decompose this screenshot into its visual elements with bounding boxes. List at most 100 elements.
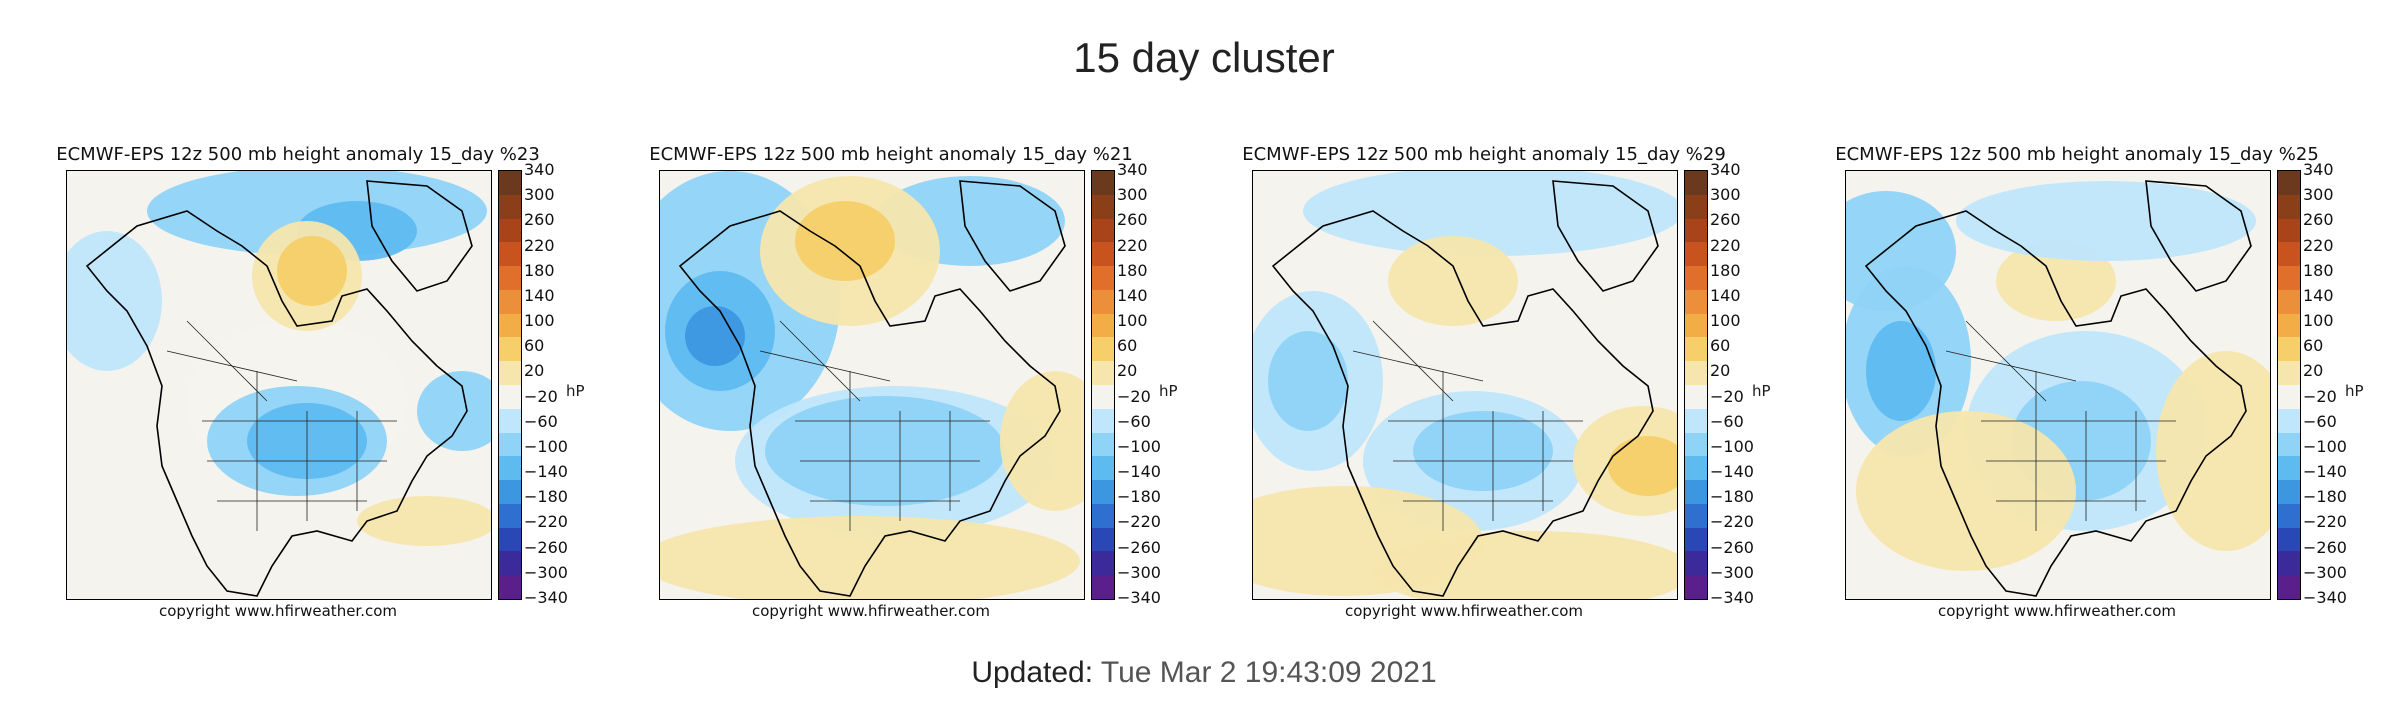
colorbar-tick-label: 100 bbox=[524, 311, 555, 331]
colorbar-segment bbox=[499, 194, 521, 220]
colorbar-segment bbox=[499, 480, 521, 505]
colorbar-tick-label: −20 bbox=[2303, 386, 2337, 406]
copyright-text: copyright www.hfirweather.com bbox=[1937, 602, 2177, 620]
colorbar bbox=[2277, 170, 2301, 600]
colorbar-segment bbox=[1685, 266, 1707, 291]
colorbar-segment bbox=[1685, 337, 1707, 362]
colorbar-tick-label: −100 bbox=[2303, 436, 2347, 456]
colorbar-tick-label: −100 bbox=[1710, 436, 1754, 456]
colorbar-tick-label: −60 bbox=[524, 411, 558, 431]
updated-line: Updated: Tue Mar 2 19:43:09 2021 bbox=[0, 656, 2408, 690]
map-panel: ECMWF-EPS 12z 500 mb height anomaly 15_d… bbox=[38, 140, 598, 630]
colorbar-tick-label: −100 bbox=[524, 436, 568, 456]
colorbar-tick-label: −340 bbox=[524, 588, 568, 607]
colorbar-segment bbox=[499, 313, 521, 338]
colorbar-segment bbox=[1092, 242, 1114, 267]
colorbar-tick-label: 300 bbox=[1710, 185, 1741, 205]
colorbar-segment bbox=[499, 361, 521, 386]
colorbar-tick-label: 100 bbox=[1710, 311, 1741, 331]
colorbar-tick-label: 340 bbox=[1117, 160, 1148, 179]
colorbar-tick-label: 260 bbox=[1117, 210, 1148, 230]
panel-title: ECMWF-EPS 12z 500 mb height anomaly 15_d… bbox=[1835, 144, 2319, 165]
colorbar-segment bbox=[499, 432, 521, 457]
colorbar-tick-label: 220 bbox=[1117, 235, 1148, 255]
colorbar-tick-label: −180 bbox=[2303, 487, 2347, 507]
colorbar-segment bbox=[2278, 218, 2300, 243]
colorbar-segment bbox=[499, 337, 521, 362]
colorbar-segment bbox=[2278, 361, 2300, 386]
colorbar-segment bbox=[2278, 527, 2300, 552]
colorbar-tick-label: 180 bbox=[524, 260, 555, 280]
colorbar-segment bbox=[1092, 575, 1114, 600]
colorbar-segment bbox=[2278, 480, 2300, 505]
colorbar bbox=[1091, 170, 1115, 600]
colorbar-tick-label: −220 bbox=[1710, 512, 1754, 532]
colorbar-tick-label: −300 bbox=[1710, 562, 1754, 582]
colorbar-segment bbox=[2278, 456, 2300, 481]
copyright-text: copyright www.hfirweather.com bbox=[751, 602, 991, 620]
colorbar-tick-label: 140 bbox=[2303, 285, 2334, 305]
colorbar-tick-label: 60 bbox=[1117, 336, 1138, 356]
colorbar-segment bbox=[499, 218, 521, 243]
colorbar-segment bbox=[499, 503, 521, 529]
map-panel: ECMWF-EPS 12z 500 mb height anomaly 15_d… bbox=[1224, 140, 1784, 630]
colorbar-tick-label: 220 bbox=[1710, 235, 1741, 255]
colorbar-segment bbox=[2278, 337, 2300, 362]
colorbar-tick-label: 60 bbox=[2303, 336, 2324, 356]
colorbar-tick-label: 220 bbox=[2303, 235, 2334, 255]
colorbar-segment bbox=[2278, 575, 2300, 600]
colorbar-tick-label: 220 bbox=[524, 235, 555, 255]
anomaly-map bbox=[659, 170, 1085, 600]
colorbar-tick-label: −60 bbox=[2303, 411, 2337, 431]
colorbar-tick-label: −300 bbox=[2303, 562, 2347, 582]
colorbar-tick-label: 20 bbox=[1117, 361, 1138, 381]
colorbar-tick-label: 260 bbox=[1710, 210, 1741, 230]
colorbar bbox=[1684, 170, 1708, 600]
colorbar-segment bbox=[1092, 361, 1114, 386]
colorbar-tick-label: 100 bbox=[1117, 311, 1148, 331]
colorbar-unit: hP bbox=[1159, 382, 1178, 400]
colorbar-segment bbox=[1685, 385, 1707, 410]
colorbar-tick-label: −60 bbox=[1117, 411, 1151, 431]
colorbar-unit: hP bbox=[1752, 382, 1771, 400]
colorbar-tick-label: 140 bbox=[1710, 285, 1741, 305]
updated-label: Updated: bbox=[971, 656, 1094, 689]
colorbar-segment bbox=[1092, 551, 1114, 576]
colorbar-tick-label: −220 bbox=[2303, 512, 2347, 532]
colorbar-segment bbox=[1685, 456, 1707, 481]
colorbar-tick-label: −140 bbox=[1117, 462, 1161, 482]
colorbar-tick-label: −140 bbox=[524, 462, 568, 482]
colorbar-segment bbox=[1685, 408, 1707, 434]
colorbar-tick-label: −180 bbox=[1710, 487, 1754, 507]
colorbar-segment bbox=[2278, 385, 2300, 410]
colorbar-segment bbox=[1685, 171, 1707, 196]
colorbar-segment bbox=[2278, 194, 2300, 220]
panel-title: ECMWF-EPS 12z 500 mb height anomaly 15_d… bbox=[56, 144, 540, 165]
page-title: 15 day cluster bbox=[1073, 34, 1335, 81]
colorbar-segment bbox=[499, 527, 521, 552]
copyright-text: copyright www.hfirweather.com bbox=[158, 602, 398, 620]
colorbar-segment bbox=[2278, 242, 2300, 267]
colorbar-tick-label: 100 bbox=[2303, 311, 2334, 331]
colorbar-tick-label: 300 bbox=[2303, 185, 2334, 205]
colorbar-segment bbox=[499, 385, 521, 410]
colorbar-tick-label: 180 bbox=[1117, 260, 1148, 280]
colorbar-segment bbox=[1092, 194, 1114, 220]
colorbar-tick-label: 60 bbox=[1710, 336, 1731, 356]
colorbar-tick-label: 60 bbox=[524, 336, 545, 356]
colorbar-tick-label: −300 bbox=[1117, 562, 1161, 582]
colorbar-segment bbox=[2278, 171, 2300, 196]
colorbar-tick-label: −220 bbox=[524, 512, 568, 532]
colorbar-tick-label: 20 bbox=[2303, 361, 2324, 381]
colorbar-segment bbox=[1685, 289, 1707, 315]
colorbar-tick-label: −20 bbox=[1117, 386, 1151, 406]
colorbar-segment bbox=[1092, 503, 1114, 529]
colorbar-tick-label: 140 bbox=[1117, 285, 1148, 305]
colorbar-tick-label: −300 bbox=[524, 562, 568, 582]
colorbar-tick-label: −260 bbox=[1117, 537, 1161, 557]
colorbar-tick-label: −20 bbox=[524, 386, 558, 406]
colorbar-tick-label: −180 bbox=[524, 487, 568, 507]
colorbar-segment bbox=[1685, 432, 1707, 457]
map-panel: ECMWF-EPS 12z 500 mb height anomaly 15_d… bbox=[631, 140, 1191, 630]
colorbar-segment bbox=[2278, 289, 2300, 315]
